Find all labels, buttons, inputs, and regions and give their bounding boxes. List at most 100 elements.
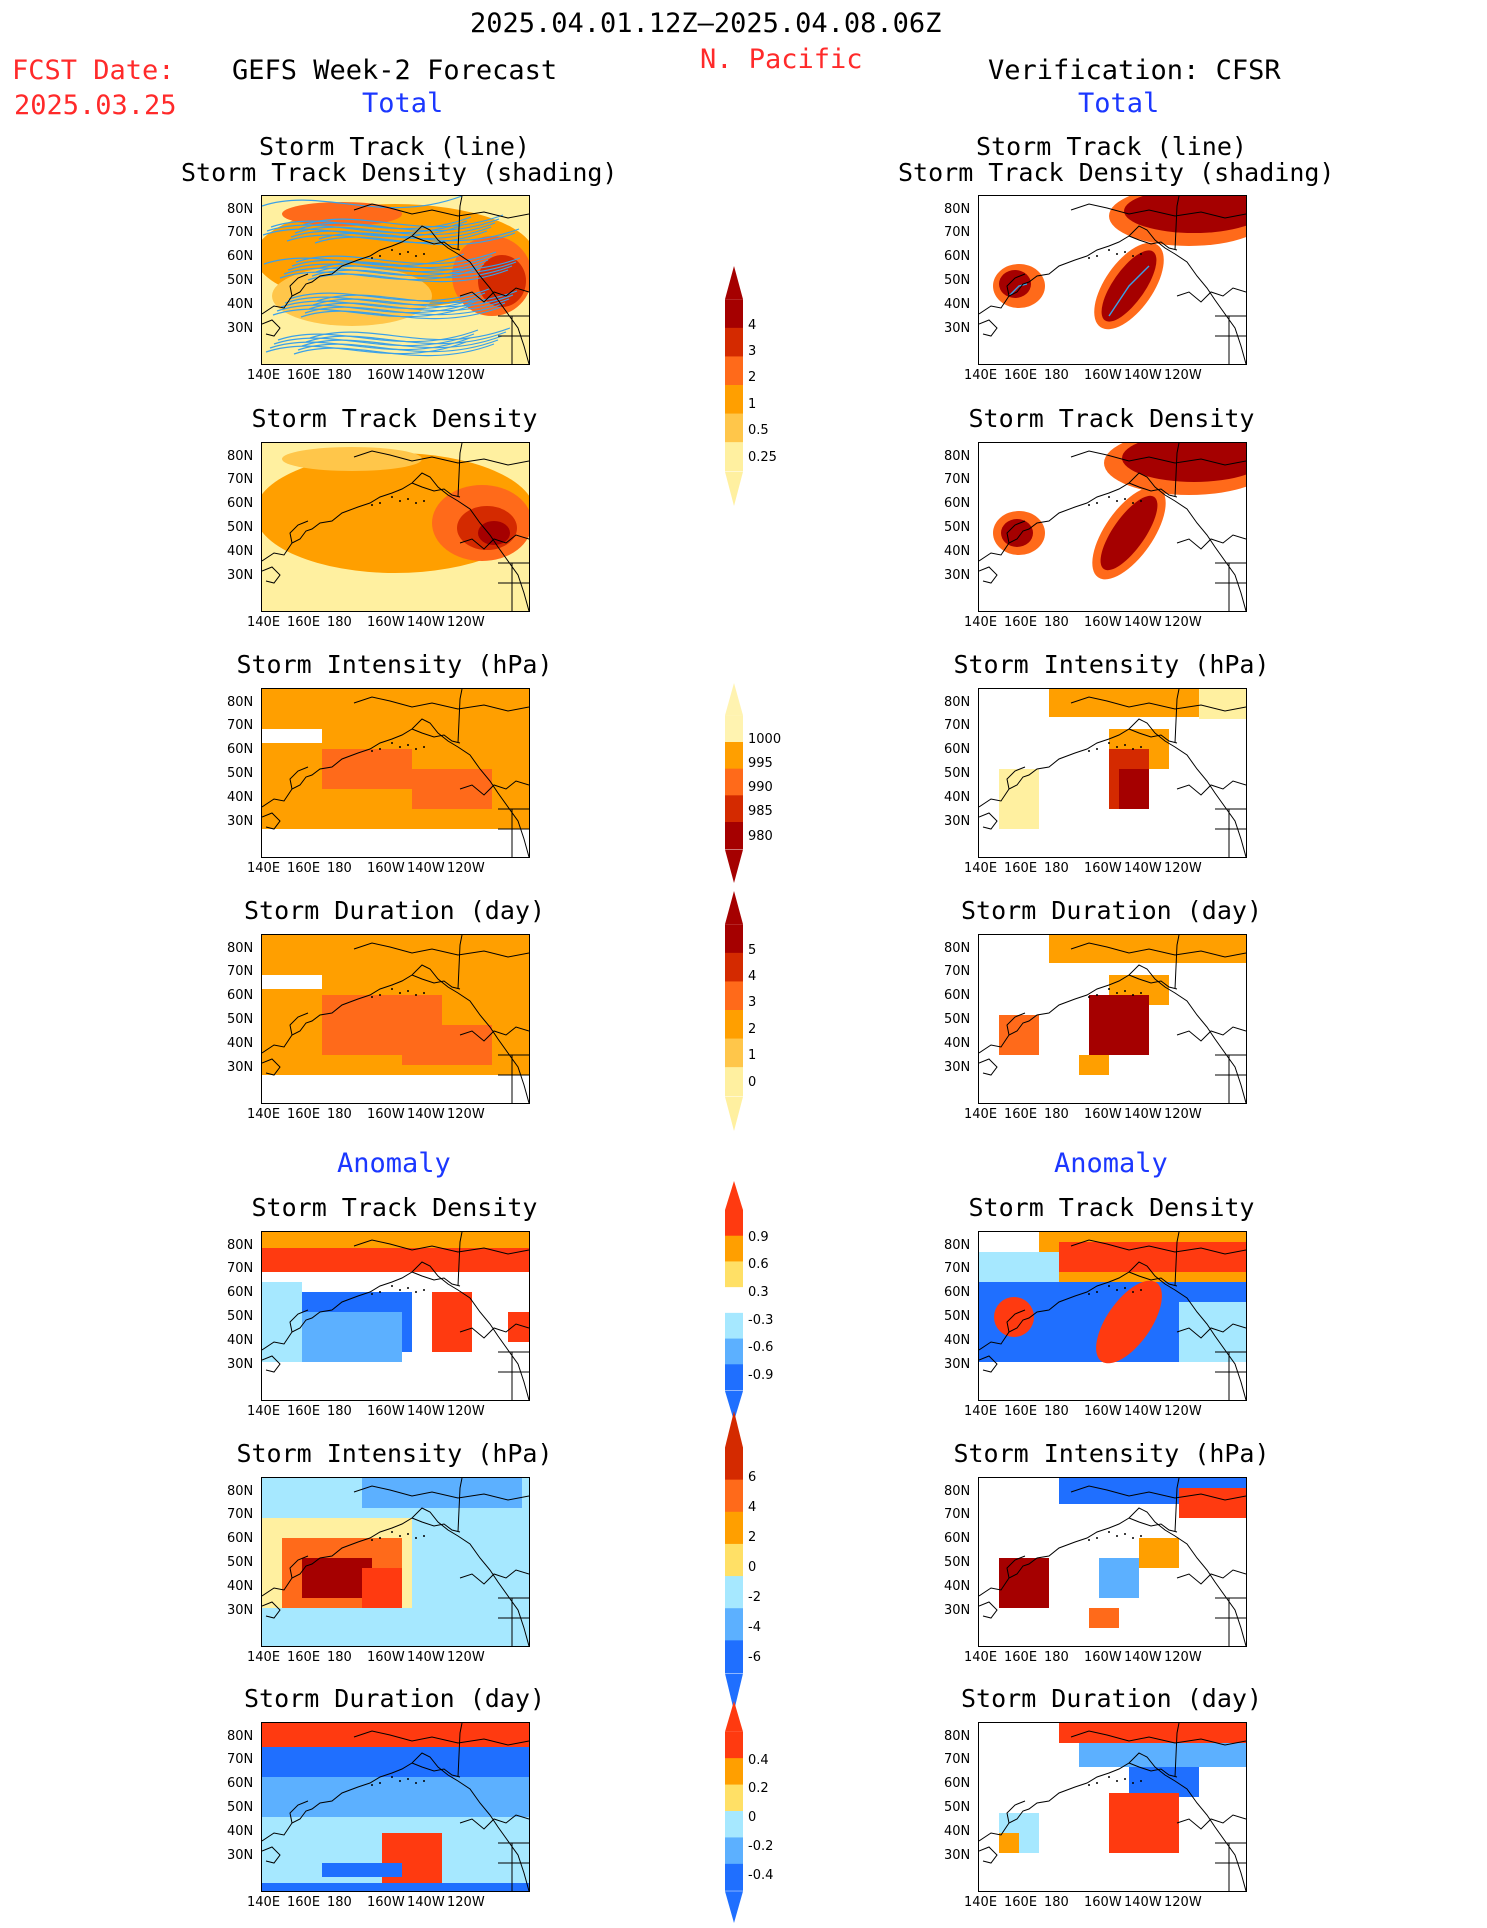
colorbar-swatch [725, 1447, 743, 1481]
longitude-tick-label: 160E [1004, 1404, 1038, 1419]
island-dot [399, 746, 401, 748]
island-dot [1124, 1778, 1126, 1780]
island-dot [1140, 1289, 1142, 1291]
coastline [411, 235, 461, 251]
coastline [457, 443, 463, 498]
latitude-tick-label: 70N [227, 472, 254, 487]
coastline [353, 1485, 529, 1501]
coastline [979, 319, 998, 337]
colorbar-swatch [725, 1576, 743, 1609]
coastline [979, 1507, 1246, 1646]
latitude-tick-label: 60N [944, 742, 971, 757]
longitude-tick-label: 140W [407, 1650, 445, 1665]
coastline [1128, 482, 1178, 498]
coastline [1006, 766, 1026, 790]
latitude-tick-label: 50N [227, 1012, 254, 1027]
map-panel-adens-verification [978, 1231, 1247, 1401]
storm-track-line [1008, 283, 1028, 297]
longitude-tick-label: 140W [407, 615, 445, 630]
longitude-tick-label: 160E [287, 368, 321, 383]
coastline [979, 225, 1246, 364]
coastline [411, 1762, 461, 1778]
island-dot [1096, 1537, 1098, 1539]
coastline [459, 534, 529, 550]
longitude-tick-label: 160E [1004, 1650, 1038, 1665]
colorbar-swatch [725, 1038, 743, 1068]
shaded-region [999, 270, 1031, 298]
longitude-tick-label: 180 [327, 1650, 352, 1665]
latitude-tick-label: 70N [944, 964, 971, 979]
storm-track-line [262, 224, 464, 238]
colorbar-duration-total [724, 890, 744, 1136]
storm-track-line [276, 300, 478, 314]
island-dot [407, 990, 409, 992]
map-panel-adens-forecast [261, 1231, 530, 1401]
longitude-tick-label: 140W [1124, 1107, 1162, 1122]
longitude-tick-label: 120W [1164, 1107, 1202, 1122]
island-dot [371, 1293, 373, 1295]
date-range-title: 2025.04.01.12Z–2025.04.08.06Z [470, 8, 942, 39]
shaded-cell-region [302, 1558, 372, 1598]
island-dot [379, 994, 381, 996]
coastline [979, 1058, 998, 1076]
coastline [979, 566, 998, 584]
storm-track-line [283, 263, 485, 277]
colorbar-top-arrow [725, 1181, 743, 1210]
longitude-tick-label: 140W [407, 1404, 445, 1419]
longitude-tick-label: 180 [1044, 1650, 1069, 1665]
latitude-tick-label: 30N [944, 814, 971, 829]
island-dot [415, 255, 417, 257]
island-dot [415, 748, 417, 750]
colorbar-swatch [725, 742, 743, 770]
longitude-tick-label: 120W [1164, 368, 1202, 383]
coastline [457, 1478, 463, 1533]
shaded-cell-region [1139, 1538, 1179, 1568]
island-dot [399, 992, 401, 994]
shaded-cell-region [1099, 1558, 1139, 1598]
island-dot [407, 1778, 409, 1780]
island-dot [1096, 748, 1098, 750]
latitude-tick-label: 60N [944, 1531, 971, 1546]
storm-track-line [279, 267, 481, 281]
latitude-tick-label: 60N [944, 1776, 971, 1791]
island-dot [1108, 742, 1110, 744]
island-dot [1132, 1537, 1134, 1539]
shaded-cell-region [999, 1833, 1019, 1853]
coastline [353, 203, 529, 219]
latitude-tick-label: 60N [944, 1285, 971, 1300]
forecast-column-title: GEFS Week-2 Forecast [232, 55, 558, 86]
longitude-tick-label: 160W [1084, 1107, 1122, 1122]
longitude-tick-label: 180 [327, 1404, 352, 1419]
longitude-tick-label: 140W [407, 861, 445, 876]
longitude-tick-label: 120W [1164, 1895, 1202, 1910]
island-dot [423, 1535, 425, 1537]
colorbar-bottom-arrow [725, 471, 743, 506]
colorbar-swatch [725, 1758, 743, 1786]
shaded-cell-region [1059, 1723, 1246, 1743]
colorbar-tick-label: -0.3 [748, 1312, 774, 1328]
latitude-tick-label: 30N [227, 1848, 254, 1863]
latitude-tick-label: 80N [227, 449, 254, 464]
colorbar-tick-label: 4 [748, 1499, 757, 1515]
latitude-tick-label: 80N [944, 1238, 971, 1253]
longitude-tick-label: 140W [407, 368, 445, 383]
coastline [1174, 1478, 1180, 1533]
coastline [1128, 974, 1178, 990]
panel-title: Storm Track Density [968, 1193, 1255, 1222]
island-dot [371, 1539, 373, 1541]
coastline [289, 273, 309, 297]
island-dot [391, 988, 393, 990]
panel-title: Storm Track Density [968, 404, 1255, 433]
verification-anomaly-label: Anomaly [1054, 1148, 1168, 1179]
longitude-tick-label: 180 [327, 1107, 352, 1122]
latitude-tick-label: 50N [944, 1555, 971, 1570]
colorbar-bottom-arrow [725, 849, 743, 883]
colorbar-tick-label: 990 [748, 780, 773, 796]
map-panel-tdur-verification [978, 934, 1247, 1104]
colorbar-tick-label: -0.4 [748, 1867, 774, 1883]
coastline [1128, 1271, 1178, 1287]
colorbar-swatch [725, 795, 743, 823]
panel-title: Storm Track Density [251, 404, 538, 433]
coastline [1174, 689, 1180, 744]
island-dot [1116, 992, 1118, 994]
